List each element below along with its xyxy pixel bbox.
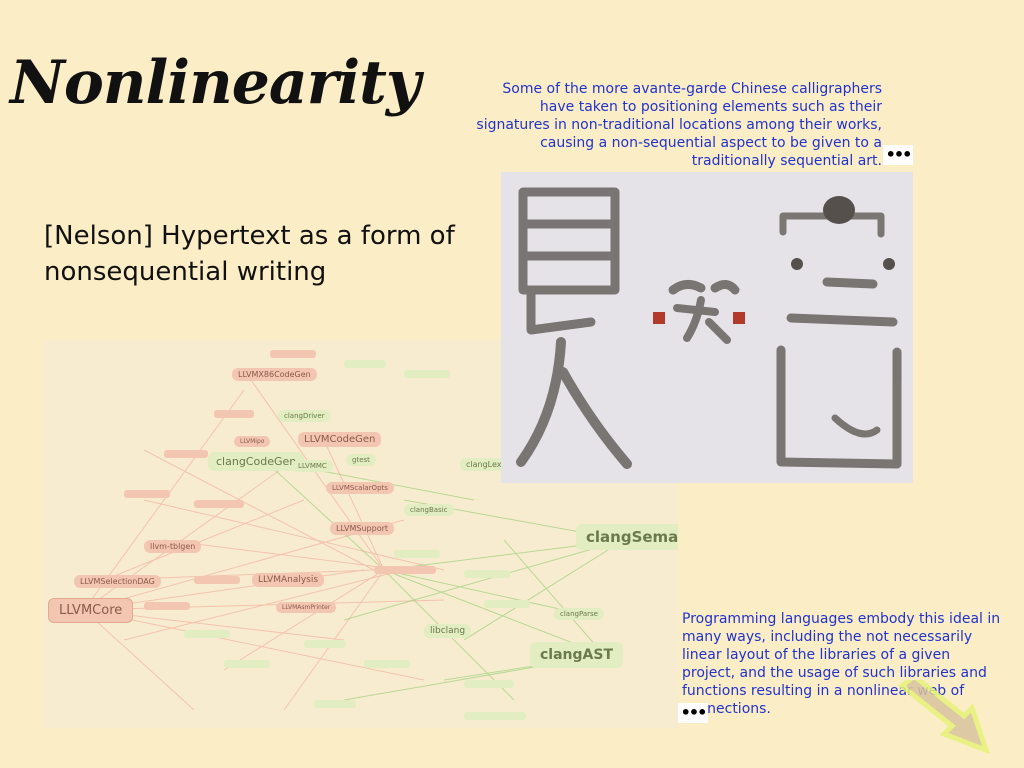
graph-node-small: [314, 700, 356, 708]
graph-node: LLVMAnalysis: [252, 573, 325, 587]
graph-node: clangParse: [554, 608, 604, 620]
graph-node: LLVMX86CodeGen: [232, 368, 317, 381]
graph-node: llvm-tblgen: [144, 540, 202, 553]
graph-node-small: [404, 370, 450, 378]
graph-node-small: [464, 680, 514, 688]
graph-node-small: [484, 600, 530, 608]
graph-node: clangAST: [530, 642, 624, 668]
graph-node: clangLex: [460, 458, 508, 471]
graph-node-small: [224, 660, 270, 668]
graph-node-small: [364, 660, 410, 668]
graph-node-small: [464, 570, 510, 578]
graph-node: libclang: [424, 624, 472, 638]
calligraphy-strokes: [516, 187, 902, 469]
graph-node-small: [194, 500, 244, 508]
graph-node-small: [214, 410, 254, 418]
slide-title: Nonlinearity: [10, 48, 421, 118]
graph-node: clangSema: [576, 524, 678, 550]
graph-node: LLVMipo: [234, 436, 271, 447]
graph-node: LLVMSelectionDAG: [74, 575, 161, 588]
calligraphy-caption: Some of the more avante-garde Chinese ca…: [476, 81, 882, 169]
graph-node-small: [124, 490, 170, 498]
graph-node-small: [304, 640, 346, 648]
calligraphy-image: [501, 172, 913, 483]
graph-node: clangCodeGen: [208, 452, 305, 471]
graph-node-small: [344, 360, 386, 368]
graph-node: LLVMCore: [48, 598, 134, 623]
more-button-bottom[interactable]: •••: [678, 703, 708, 723]
more-button-top[interactable]: •••: [883, 145, 913, 165]
graph-node-small: [270, 350, 316, 358]
slide-heading: [Nelson] Hypertext as a form of nonseque…: [44, 218, 484, 290]
graph-node: LLVMMC: [292, 460, 333, 472]
programming-caption: Programming languages embody this ideal …: [682, 611, 1001, 717]
graph-node-small: [144, 602, 190, 610]
graph-node-small: [464, 712, 526, 720]
graph-node-small: [164, 450, 208, 458]
next-arrow-icon[interactable]: [890, 680, 1000, 760]
heading-text: [Nelson] Hypertext as a form of nonseque…: [44, 221, 455, 287]
graph-node: clangDriver: [278, 410, 331, 422]
graph-node: LLVMSupport: [330, 522, 395, 535]
graph-node: gtest: [346, 454, 376, 466]
graph-node-small: [184, 630, 230, 638]
graph-node: clangBasic: [404, 504, 454, 516]
graph-node-small: [374, 566, 436, 574]
graph-node-small: [394, 550, 440, 558]
graph-node: LLVMScalarOpts: [326, 482, 394, 494]
graph-node: LLVMCodeGen: [298, 432, 382, 447]
graph-node-small: [194, 576, 240, 584]
graph-node: LLVMAsmPrinter: [276, 602, 337, 613]
